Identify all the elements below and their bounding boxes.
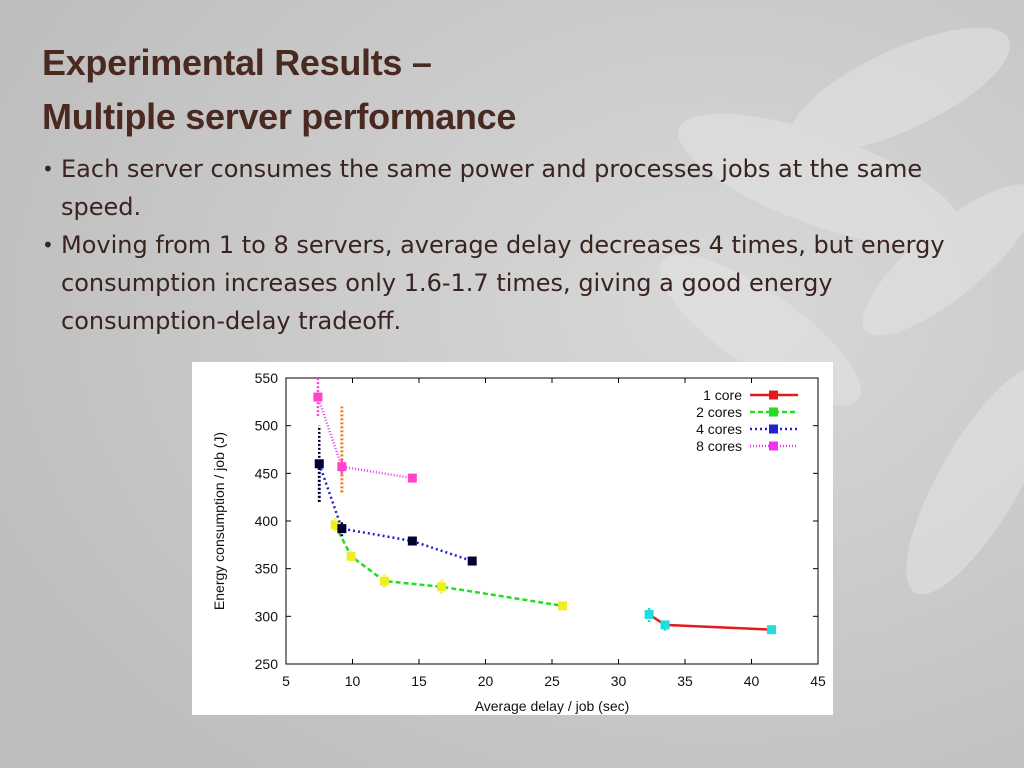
- x-tick: 25: [544, 378, 560, 689]
- x-tick: 5: [282, 378, 290, 689]
- data-point: [337, 524, 347, 534]
- data-point: [314, 459, 324, 469]
- legend-marker: [769, 441, 778, 451]
- y-tick-label: 500: [255, 418, 279, 434]
- y-tick-label: 400: [255, 513, 279, 529]
- data-point: [337, 462, 347, 472]
- series-4-cores: [314, 425, 477, 566]
- legend-marker: [769, 424, 778, 434]
- x-tick: 10: [345, 378, 361, 689]
- data-point: [766, 625, 776, 635]
- x-tick: 30: [611, 378, 627, 689]
- x-tick-label: 5: [282, 673, 290, 689]
- series-line: [316, 396, 413, 480]
- y-tick: 300: [255, 608, 818, 624]
- data-point: [330, 520, 340, 530]
- series-line: [318, 463, 473, 563]
- series-line: [334, 524, 563, 608]
- y-tick-label: 250: [255, 656, 279, 672]
- data-point: [660, 620, 670, 630]
- data-point: [407, 473, 417, 483]
- series-8-cores: [313, 378, 417, 483]
- slide-title-line-1: Experimental Results –: [42, 42, 432, 83]
- y-tick: 250: [255, 656, 818, 672]
- bullet-list: • Each server consumes the same power an…: [42, 150, 972, 340]
- x-tick: 15: [411, 378, 427, 689]
- data-point: [346, 551, 356, 561]
- chart-container: 5 10 15 20 25 30 35 40 45 250 300 350 400 450 500 550 Av…: [192, 362, 833, 715]
- data-point: [558, 601, 568, 611]
- x-tick-label: 45: [810, 673, 826, 689]
- x-axis-label: Average delay / job (sec): [475, 698, 630, 714]
- data-point: [437, 582, 447, 592]
- data-point: [644, 609, 654, 619]
- series-1-core: [644, 606, 776, 635]
- energy-delay-chart: 5 10 15 20 25 30 35 40 45 250 300 350 400 450 500 550 Av…: [211, 370, 826, 714]
- x-tick: 45: [810, 378, 826, 689]
- x-tick-label: 35: [677, 673, 693, 689]
- x-tick-label: 15: [411, 673, 427, 689]
- bullet-icon: •: [42, 233, 54, 257]
- x-tick-label: 40: [744, 673, 760, 689]
- y-tick: 450: [255, 465, 818, 481]
- slide-title: Experimental Results – Multiple server p…: [42, 36, 516, 144]
- legend-label: 4 cores: [696, 421, 742, 437]
- slide-title-line-2: Multiple server performance: [42, 96, 517, 137]
- data-point: [379, 576, 389, 586]
- x-tick: 20: [478, 378, 494, 689]
- y-tick-label: 300: [255, 608, 279, 624]
- y-tick: 500: [255, 418, 818, 434]
- y-tick-label: 450: [255, 465, 279, 481]
- legend-label: 2 cores: [696, 404, 742, 420]
- y-tick-label: 350: [255, 561, 279, 577]
- x-tick-label: 10: [345, 673, 361, 689]
- x-tick-label: 30: [611, 673, 627, 689]
- data-point: [407, 536, 417, 546]
- data-point: [467, 556, 477, 566]
- bullet-item: • Moving from 1 to 8 servers, average de…: [42, 226, 972, 340]
- legend-marker: [769, 407, 778, 417]
- y-axis-label: Energy consumption / job (J): [211, 432, 227, 610]
- bullet-text: Moving from 1 to 8 servers, average dela…: [61, 231, 945, 335]
- data-point: [313, 392, 323, 402]
- x-tick: 35: [677, 378, 693, 689]
- bullet-item: • Each server consumes the same power an…: [42, 150, 972, 226]
- x-tick-label: 20: [478, 673, 494, 689]
- legend-label: 1 core: [703, 387, 742, 403]
- x-tick-label: 25: [544, 673, 560, 689]
- y-tick-label: 550: [255, 370, 279, 386]
- bullet-icon: •: [42, 157, 54, 181]
- bullet-text: Each server consumes the same power and …: [61, 155, 923, 221]
- x-tick: 40: [744, 378, 760, 689]
- series-2-cores: [330, 518, 568, 611]
- y-tick: 550: [255, 370, 818, 386]
- y-tick: 350: [255, 561, 818, 577]
- legend-label: 8 cores: [696, 438, 742, 454]
- legend-marker: [769, 390, 778, 400]
- y-tick: 400: [255, 513, 818, 529]
